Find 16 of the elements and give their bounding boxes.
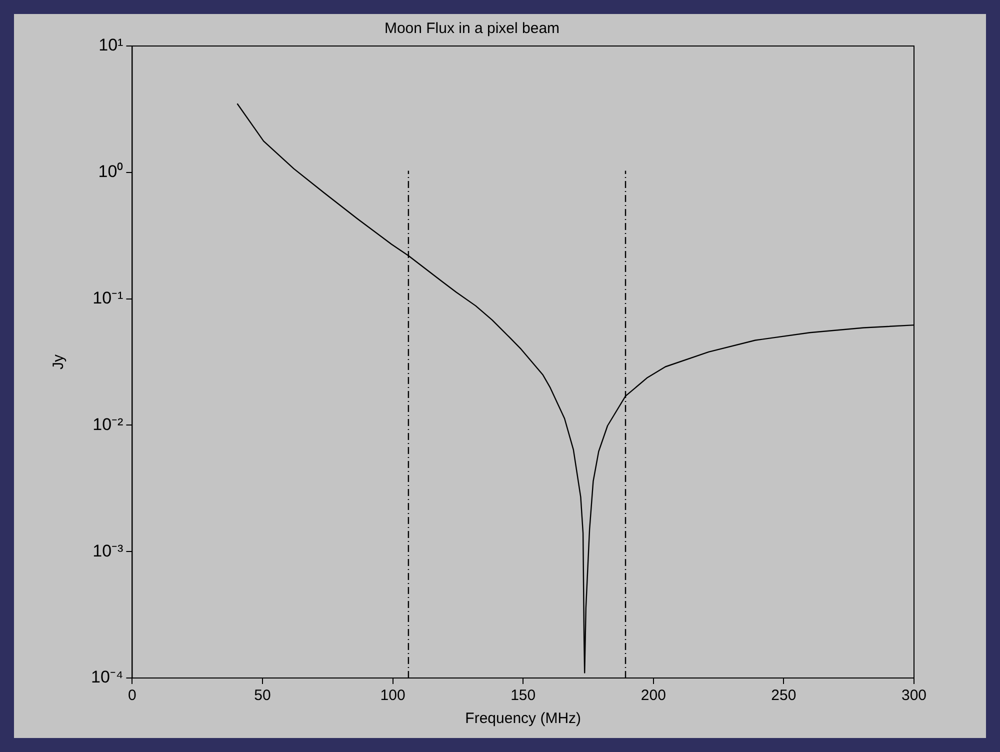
y-tick-label: 10⁻³ [92,541,124,560]
y-tick-label: 10⁻¹ [92,288,124,308]
x-tick-label: 50 [254,687,271,704]
y-tick-label: 10¹ [98,36,124,55]
chart-title: Moon Flux in a pixel beam [384,20,560,38]
x-tick-label: 0 [128,687,136,704]
y-tick-label: 10⁻² [92,414,124,434]
x-tick-label: 200 [640,687,666,704]
x-tick-label: 300 [901,687,927,704]
x-tick-label: 100 [380,687,406,704]
x-tick-label: 250 [771,687,796,704]
y-tick-label: 10⁰ [98,162,124,182]
y-tick-label: 10⁻⁴ [90,668,124,687]
x-tick-label: 150 [510,687,536,704]
x-axis-title: Frequency (MHz) [465,710,582,728]
y-axis-title: Jy [50,354,68,370]
